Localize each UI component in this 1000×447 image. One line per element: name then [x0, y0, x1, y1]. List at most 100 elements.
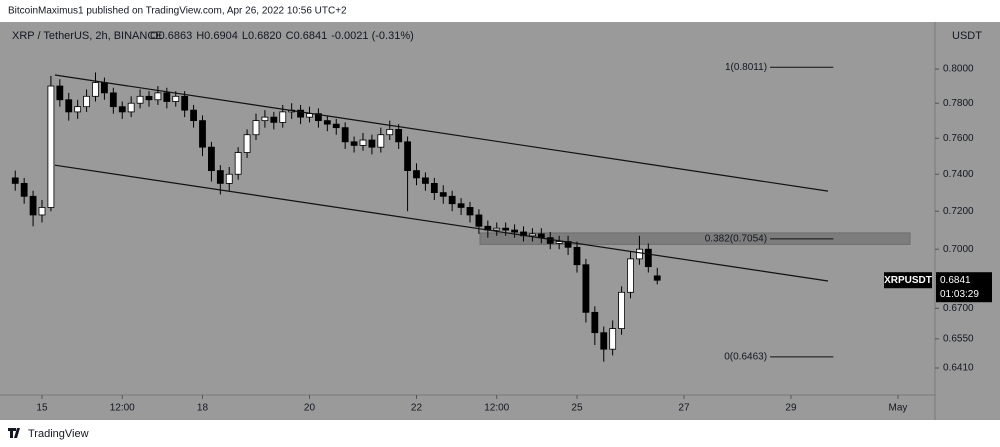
candle-body	[29, 195, 37, 216]
fib-label: 1(0.8011)	[725, 62, 767, 73]
candle-body	[609, 328, 617, 350]
candle-body	[56, 85, 64, 101]
y-tick-label: 0.7800	[943, 98, 974, 109]
candle-body	[413, 170, 420, 179]
symbol: XRP / TetherUS, 2h, BINANCE	[12, 30, 163, 42]
l-value: 0.6820	[248, 30, 282, 42]
candle-body	[297, 109, 304, 118]
y-tick-label: 0.6550	[943, 333, 974, 344]
candle-body	[208, 146, 215, 172]
x-tick-label: 15	[36, 403, 48, 414]
candle-body	[199, 120, 206, 148]
candle-body	[38, 207, 46, 216]
y-tick-label: 0.6410	[943, 363, 974, 374]
candle-body	[74, 106, 82, 113]
price-tag	[936, 272, 992, 303]
candle-body	[341, 127, 349, 143]
o-label: O	[150, 30, 159, 42]
candle-body	[430, 182, 438, 193]
candle-body	[359, 139, 367, 146]
candle-body	[582, 264, 590, 313]
candle-body	[154, 92, 162, 101]
currency: USDT	[952, 30, 982, 42]
candle-body	[618, 291, 625, 329]
c-label: C	[286, 30, 294, 42]
candle-body	[11, 177, 19, 184]
candle-body	[306, 113, 313, 118]
candle-body	[466, 207, 474, 216]
y-tick-label: 0.7400	[943, 169, 974, 180]
candle-body	[216, 170, 224, 184]
candle-body	[136, 95, 144, 104]
candle-body	[457, 203, 465, 208]
candle-body	[627, 258, 634, 293]
candle-body	[118, 106, 126, 113]
candle-body	[20, 182, 28, 197]
resistance-zone	[479, 232, 911, 245]
symbol-tag	[884, 272, 932, 289]
candle-body	[511, 229, 518, 233]
candle-body	[395, 129, 403, 143]
candle-body	[47, 85, 55, 208]
candle-body	[315, 113, 322, 122]
candle-body	[279, 111, 287, 123]
x-tick-label: 22	[411, 403, 423, 414]
candle-body	[101, 82, 108, 94]
candle-body	[83, 95, 90, 108]
footer: TradingView	[28, 428, 89, 440]
x-tick-label: 25	[571, 403, 583, 414]
candle-body	[127, 102, 135, 113]
candle-body	[600, 332, 608, 350]
c-value: 0.6841	[294, 30, 328, 42]
candle-body	[404, 141, 411, 172]
y-tick-label: 0.6700	[943, 303, 974, 314]
candle-body	[225, 173, 233, 184]
fib-label: 0.382(0.7054)	[705, 233, 767, 244]
x-tick-label: May	[889, 403, 908, 414]
x-tick-label: 18	[197, 403, 209, 414]
candle-body	[529, 233, 536, 237]
change: -0.0021 (-0.31%)	[331, 30, 414, 42]
candle-body	[439, 192, 447, 197]
candle-body	[234, 152, 242, 175]
candle-body	[65, 99, 73, 113]
candle-body	[573, 246, 581, 266]
countdown: 01:03:29	[940, 289, 979, 300]
candle-body	[422, 177, 429, 184]
candle-body	[644, 248, 652, 268]
candle-body	[163, 92, 171, 102]
candle-body	[493, 227, 501, 231]
candle-body	[448, 195, 456, 205]
candle-body	[386, 129, 394, 136]
x-tick-label: 12:00	[484, 403, 509, 414]
y-tick-label: 0.7200	[943, 206, 974, 217]
candle-body	[145, 95, 153, 101]
candle-body	[475, 214, 483, 227]
chart-background	[0, 22, 1000, 420]
candle-body	[261, 116, 269, 122]
candle-body	[109, 92, 117, 108]
candle-body	[368, 139, 376, 148]
h-label: H	[196, 30, 204, 42]
o-value: 0.6863	[159, 30, 193, 42]
candle-body	[502, 227, 510, 231]
candle-body	[252, 120, 260, 136]
candle-body	[243, 134, 251, 153]
h-value: 0.6904	[204, 30, 238, 42]
fib-label: 0(0.6463)	[724, 352, 767, 363]
symbol-tag-label: XRPUSDT	[884, 275, 932, 286]
candle-body	[546, 237, 554, 244]
candle-body	[377, 134, 385, 148]
channel-line	[54, 164, 829, 282]
x-tick-label: 29	[785, 403, 797, 414]
publisher: BitcoinMaximus1 published on TradingView…	[8, 6, 347, 17]
l-label: L	[242, 30, 248, 42]
channel-line	[54, 74, 829, 192]
candle-body	[181, 95, 189, 111]
candle-body	[332, 123, 340, 129]
candle-body	[653, 275, 661, 281]
price-tag-label: 0.6841	[940, 275, 971, 286]
footer-logo	[8, 428, 20, 438]
